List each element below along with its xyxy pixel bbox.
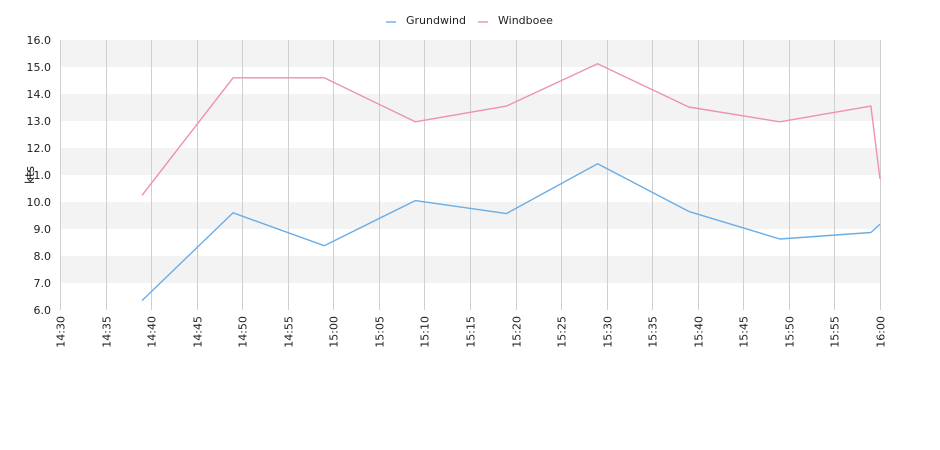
series-lines [141, 63, 881, 302]
y-tick-label: 8.0 [34, 250, 52, 263]
y-tick-label: 15.0 [27, 61, 52, 74]
legend-label: Grundwind [406, 14, 466, 27]
y-tick-label: 6.0 [34, 304, 52, 317]
x-tick-label: 15:25 [556, 316, 569, 348]
x-tick-label: 14:35 [101, 316, 114, 348]
y-tick-label: 9.0 [34, 223, 52, 236]
x-tick-label: 14:55 [283, 316, 296, 348]
y-axis-tick-labels: 6.0 7.0 8.0 9.0 10.0 11.0 12.0 13.0 14.0 15.0 16.0 [27, 34, 52, 317]
x-tick-label: 14:40 [146, 316, 159, 348]
x-tick-label: 15:30 [602, 316, 615, 348]
x-tick-label: 15:05 [374, 316, 387, 348]
x-tick-label: 15:40 [693, 316, 706, 348]
vertical-gridlines [60, 40, 881, 310]
x-tick-label: 15:20 [511, 316, 524, 348]
x-tick-label: 15:35 [647, 316, 660, 348]
legend-label: Windboee [498, 14, 553, 27]
x-tick-label: 15:55 [829, 316, 842, 348]
series-line-grundwind [141, 162, 881, 302]
x-tick-label: 15:15 [465, 316, 478, 348]
y-axis-title: kts [23, 166, 37, 184]
series-line-windboee [141, 63, 881, 196]
y-tick-label: 12.0 [27, 142, 52, 155]
y-tick-label: 11.0 [27, 169, 52, 182]
x-tick-label: 14:45 [192, 316, 205, 348]
x-tick-label: 15:10 [419, 316, 432, 348]
y-tick-label: 10.0 [27, 196, 52, 209]
x-tick-label: 15:45 [738, 316, 751, 348]
x-tick-label: 16:00 [875, 316, 888, 348]
legend: Grundwind Windboee [386, 14, 553, 27]
y-tick-label: 13.0 [27, 115, 52, 128]
x-tick-label: 15:00 [328, 316, 341, 348]
x-tick-label: 14:50 [237, 316, 250, 348]
y-tick-label: 14.0 [27, 88, 52, 101]
x-axis-tick-labels: 14:30 14:35 14:40 14:45 14:50 14:55 15:00 15:05… [55, 316, 888, 348]
x-tick-label: 14:30 [55, 316, 68, 348]
x-tick-label: 15:50 [784, 316, 797, 348]
y-tick-label: 7.0 [34, 277, 52, 290]
y-tick-label: 16.0 [27, 34, 52, 47]
